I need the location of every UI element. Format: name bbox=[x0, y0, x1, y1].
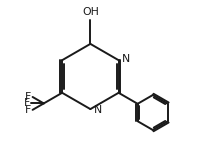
Text: OH: OH bbox=[82, 7, 98, 17]
Text: N: N bbox=[121, 54, 130, 64]
Text: F: F bbox=[23, 98, 30, 108]
Text: N: N bbox=[93, 105, 101, 115]
Text: F: F bbox=[25, 105, 31, 115]
Text: F: F bbox=[25, 92, 31, 102]
